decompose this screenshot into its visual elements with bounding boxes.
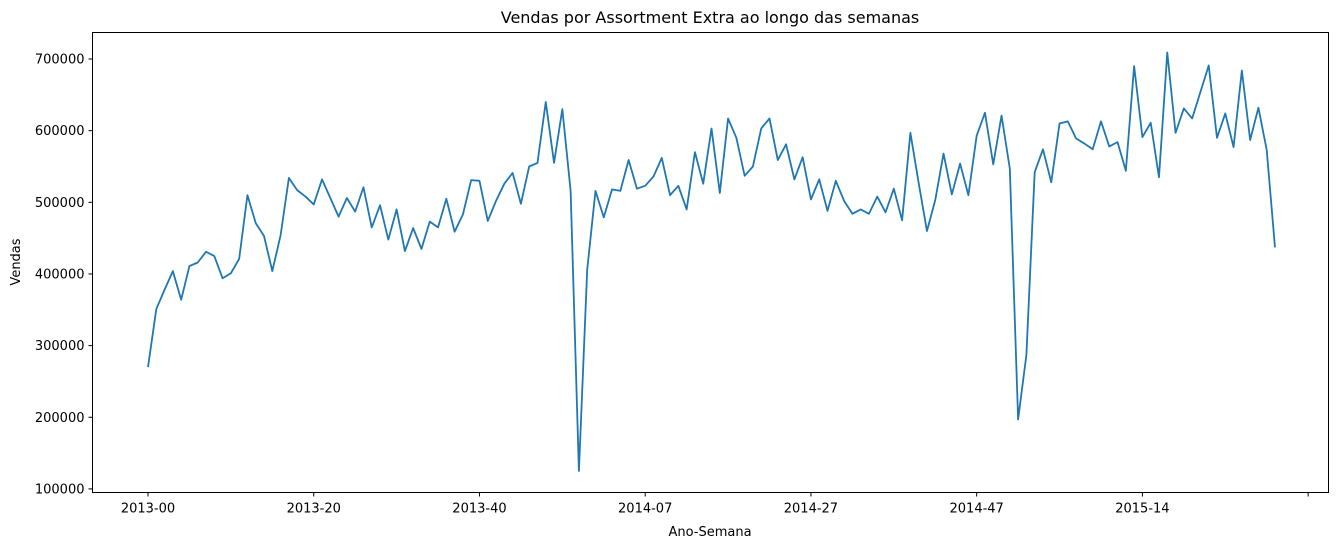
y-axis: 100000 200000 300000 400000 500000 600000 7000… [35, 53, 93, 497]
y-tick-label: 200000 [35, 411, 85, 426]
x-tick-label: 2013-20 [287, 502, 341, 517]
y-tick-label: 500000 [35, 196, 85, 211]
x-axis-title: Ano-Semana [668, 525, 751, 540]
x-tick-label: 2014-47 [950, 502, 1004, 517]
y-tick-label: 400000 [35, 267, 85, 282]
series-layer [147, 51, 1276, 472]
chart-title: Vendas por Assortment Extra ao longo das… [501, 8, 920, 27]
x-tick-label: 2015-14 [1115, 502, 1169, 517]
y-tick-label: 300000 [35, 339, 85, 354]
y-axis-title: Vendas [9, 238, 24, 285]
x-tick-label: 2014-27 [784, 502, 838, 517]
y-tick-label: 700000 [35, 53, 85, 68]
y-tick-label: 100000 [35, 482, 85, 497]
x-axis: 2013-00 2013-20 2013-40 2014-07 2014-27 2014-… [121, 492, 1309, 517]
plot-frame [92, 32, 1329, 493]
y-tick-label: 600000 [35, 124, 85, 139]
x-tick-label: 2013-40 [452, 502, 506, 517]
series-line [147, 51, 1276, 472]
x-tick-label: 2014-07 [618, 502, 672, 517]
plot-area [92, 32, 1329, 493]
x-tick-label: 2013-00 [121, 502, 175, 517]
